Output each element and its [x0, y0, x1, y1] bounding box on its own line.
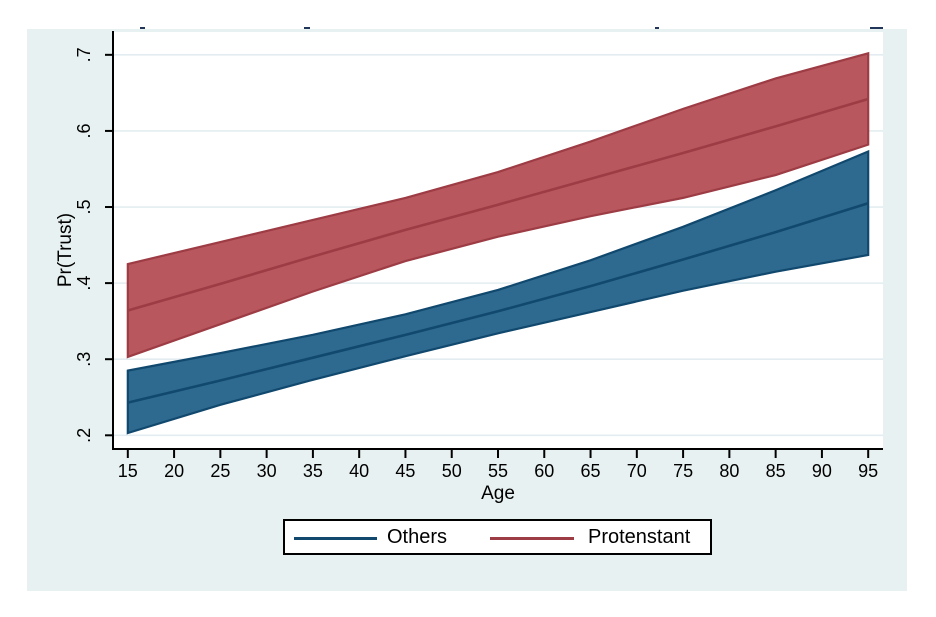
x-tick-label: 60 — [534, 461, 554, 481]
cropped-text-artifact — [140, 27, 145, 29]
x-tick-label: 90 — [812, 461, 832, 481]
x-tick-label: 55 — [488, 461, 508, 481]
cropped-text-artifact — [304, 27, 310, 29]
x-tick-label: 25 — [210, 461, 230, 481]
x-tick-label: 15 — [118, 461, 138, 481]
x-tick-label: 40 — [349, 461, 369, 481]
y-tick-label: .6 — [74, 123, 94, 138]
protenstant-legend-label: Protenstant — [588, 526, 691, 548]
others-line-swatch — [294, 537, 377, 540]
y-tick-label: .7 — [74, 47, 94, 62]
x-tick-label: 85 — [766, 461, 786, 481]
x-tick-label: 65 — [581, 461, 601, 481]
x-tick-label: 75 — [673, 461, 693, 481]
protenstant-line-swatch — [490, 537, 574, 540]
x-tick-label: 95 — [858, 461, 878, 481]
x-tick-label: 70 — [627, 461, 647, 481]
x-tick-label: 80 — [719, 461, 739, 481]
x-tick-label: 20 — [164, 461, 184, 481]
protenstant-fit-line — [127, 97, 869, 312]
y-tick-label: .4 — [74, 276, 94, 291]
cropped-text-artifact — [655, 27, 659, 29]
others-legend-label: Others — [387, 526, 448, 548]
cropped-text-artifact — [870, 27, 883, 29]
x-tick-label: 45 — [395, 461, 415, 481]
others-confidence-band — [126, 149, 870, 435]
y-tick-label: .3 — [74, 352, 94, 367]
x-axis-title: Age — [481, 483, 515, 504]
y-tick-label: .5 — [74, 200, 94, 215]
x-tick-label: 35 — [303, 461, 323, 481]
legend: Others Protenstant — [283, 519, 712, 555]
y-axis-title: Pr(Trust) — [55, 212, 76, 288]
y-tick-label: .2 — [74, 428, 94, 443]
x-tick-label: 50 — [442, 461, 462, 481]
x-tick-label: 30 — [257, 461, 277, 481]
others-fit-line — [127, 201, 869, 404]
